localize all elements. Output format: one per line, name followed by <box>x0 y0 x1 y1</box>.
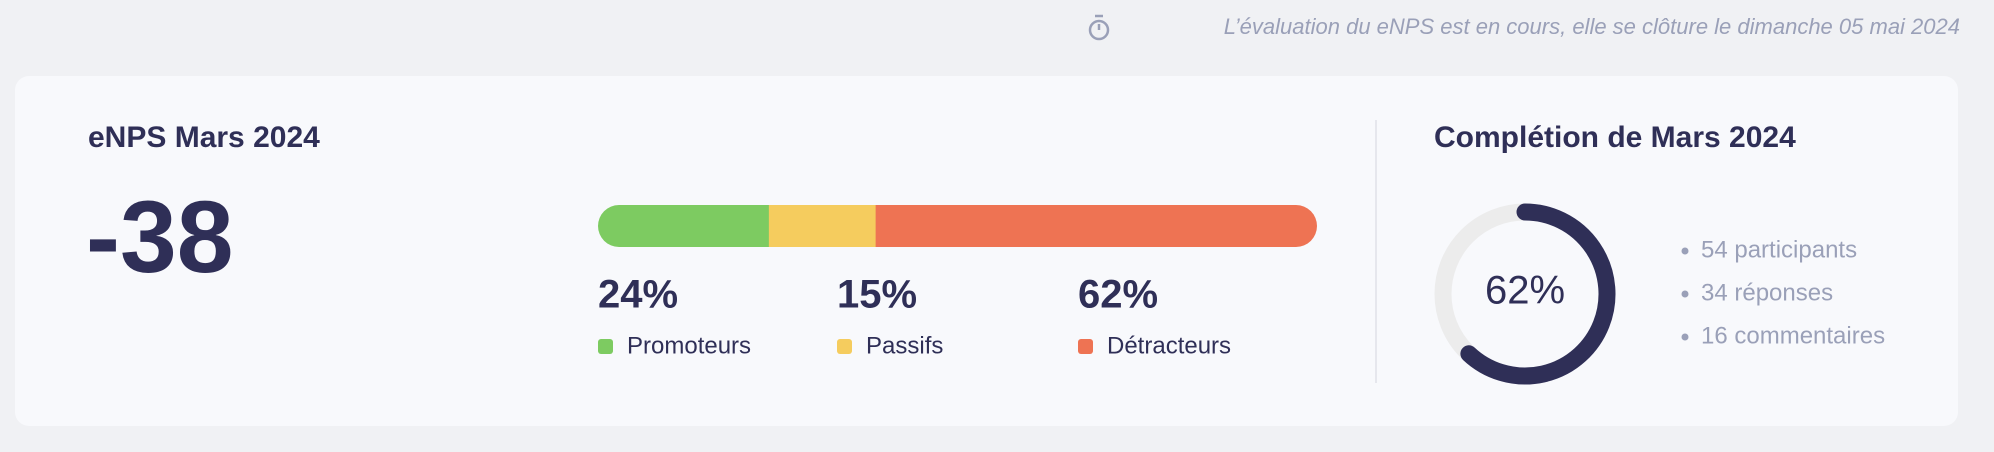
legend-label: Promoteurs <box>627 332 751 359</box>
notice: L’évaluation du eNPS est en cours, elle … <box>1224 14 1960 39</box>
stat: 34 réponses <box>1701 279 1833 306</box>
clock-icon <box>1088 14 1110 41</box>
bullet <box>1681 333 1689 341</box>
bar-segment <box>598 205 770 247</box>
segment-percent: 62% <box>1078 273 1158 317</box>
card <box>15 76 1958 426</box>
segment-percent: 24% <box>598 273 678 317</box>
legend-swatch <box>1078 339 1093 354</box>
stat: 54 participants <box>1701 236 1857 263</box>
bar-segment <box>875 205 1317 247</box>
enps-title: eNPS Mars 2024 <box>88 121 320 154</box>
legend-swatch <box>837 339 852 354</box>
bullet <box>1681 290 1689 298</box>
bullet <box>1681 247 1689 255</box>
distribution-bar <box>598 205 1317 247</box>
donut-label: 62% <box>1485 269 1565 313</box>
completion-title: Complétion de Mars 2024 <box>1434 121 1796 154</box>
donut-arc <box>1460 203 1616 385</box>
bar-segment <box>768 205 877 247</box>
segment-percent: 15% <box>837 273 917 317</box>
enps-score: -38 <box>86 180 233 294</box>
stat: 16 commentaires <box>1701 322 1885 349</box>
legend-swatch <box>598 339 613 354</box>
legend-label: Passifs <box>866 332 943 359</box>
legend-label: Détracteurs <box>1107 332 1231 359</box>
